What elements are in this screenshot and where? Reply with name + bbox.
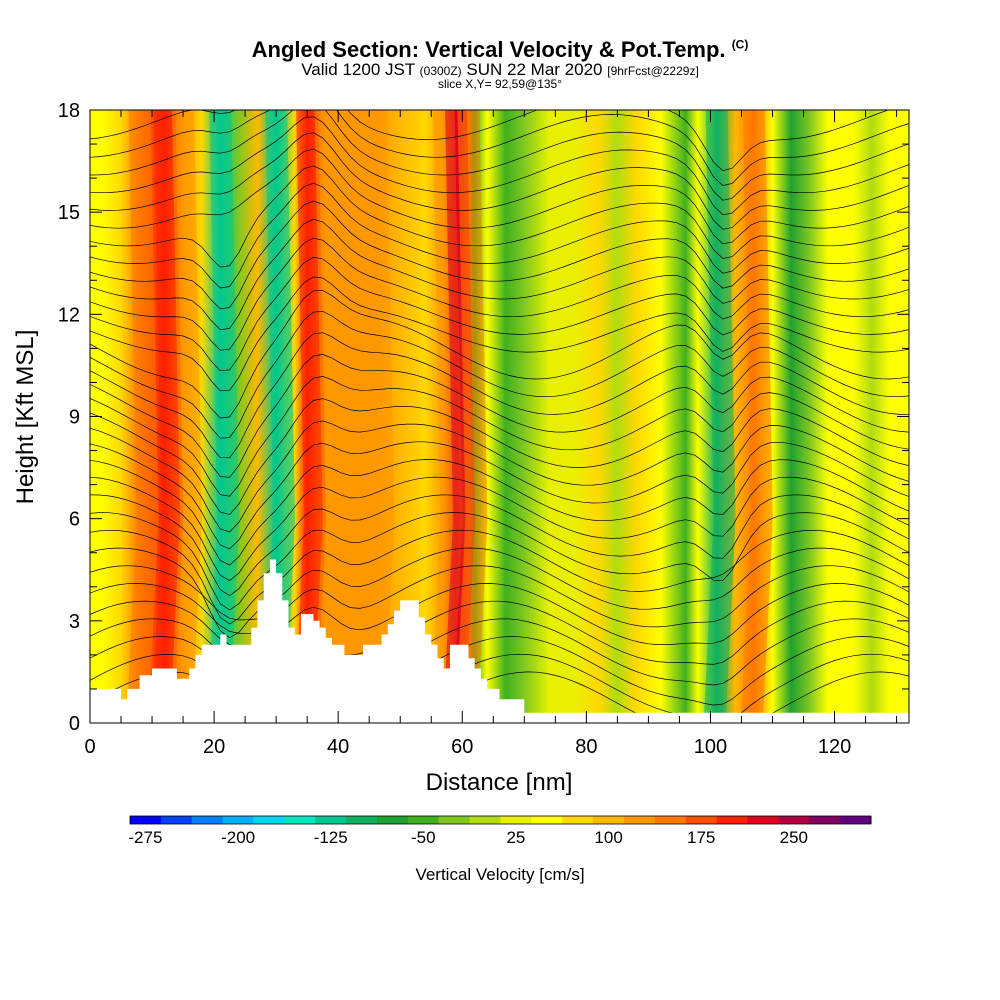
colorbar-swatch (778, 816, 810, 824)
colorbar-swatch (160, 816, 193, 824)
colorbar-swatch (377, 816, 409, 824)
colorbar-swatch (562, 816, 594, 824)
forecast-label: [9hrFcst@2229z] (607, 64, 699, 78)
colorbar: -275 -200 -125 -50 25 100 175 250 (128, 815, 872, 847)
colorbar-swatch (654, 816, 687, 824)
isentrope-line (90, 110, 909, 201)
isentrope-line (90, 165, 909, 268)
y-tick-label: 18 (58, 100, 80, 122)
y-tick-label: 3 (69, 611, 80, 633)
y-tick-label: 12 (58, 304, 80, 326)
x-axis-title: Distance [nm] (426, 769, 573, 796)
isentrope-line (90, 420, 909, 533)
colorbar-swatch (469, 816, 502, 824)
colorbar-label: -50 (411, 828, 436, 847)
colorbar-swatch (130, 816, 162, 824)
isentrope-line (90, 218, 909, 331)
colorbar-label: 25 (506, 828, 525, 847)
colorbar-swatch (253, 816, 285, 824)
colorbar-swatch (593, 816, 625, 824)
x-tick-label: 100 (694, 736, 727, 758)
isentrope-line (90, 494, 909, 597)
y-tick-label: 0 (69, 713, 80, 735)
valid-date: SUN 22 Mar 2020 (466, 60, 603, 79)
isentrope-line (90, 441, 909, 550)
colorbar-swatch (346, 816, 378, 824)
velocity-core-12 (312, 110, 345, 723)
isentrope-line (90, 237, 909, 351)
chart-title-text: Angled Section: Vertical Velocity & Pot.… (251, 37, 726, 62)
isentrope-line (90, 565, 909, 628)
isentrope-line (90, 459, 909, 566)
velocity-core-34 (740, 110, 773, 723)
isentrope-line (90, 256, 909, 372)
isentrope-line (90, 200, 909, 310)
isentrope-line (90, 182, 909, 289)
isentrope-line (90, 290, 909, 419)
isentrope-line (90, 116, 909, 216)
isentrope-line (90, 583, 909, 645)
colorbar-swatch (500, 816, 532, 824)
colorbar-label: -125 (314, 828, 348, 847)
axes: 0 20 40 60 80 100 120 0 3 6 9 12 15 18 (58, 100, 909, 758)
isentrope-line (90, 398, 909, 515)
isentrope-line (90, 148, 909, 245)
isentrope-line (90, 110, 909, 186)
isentrope-line (90, 310, 909, 439)
chart-subtitle: Valid 1200 JST (0300Z) SUN 22 Mar 2020 [… (0, 60, 1000, 80)
velocity-core-14 (362, 110, 395, 723)
velocity-field (90, 110, 909, 723)
isentrope-line (90, 512, 909, 611)
isentrope-line (90, 376, 909, 497)
isentrope-line (90, 354, 909, 478)
colorbar-label: -275 (128, 828, 162, 847)
colorbar-swatch (284, 816, 316, 824)
velocity-core-32 (703, 110, 736, 723)
colorbar-label: 175 (687, 828, 715, 847)
isentrope-line (90, 132, 909, 230)
slice-label: slice X,Y= 92,59@135° (437, 77, 563, 91)
colorbar-swatch (315, 816, 347, 824)
colorbar-swatch (624, 816, 656, 824)
isentrope-contours (90, 110, 909, 723)
velocity-core-13 (337, 110, 370, 723)
title-units: (C) (731, 37, 749, 52)
colorbar-swatch (438, 816, 471, 824)
x-tick-label: 20 (203, 736, 225, 758)
y-axis-title: Height [Kft MSL] (12, 330, 39, 505)
colorbar-swatch (716, 816, 749, 824)
colorbar-label: -200 (221, 828, 255, 847)
isentrope-line (90, 529, 909, 625)
isentrope-line (90, 476, 909, 582)
colorbar-swatch (685, 816, 718, 824)
y-tick-label: 9 (69, 407, 80, 429)
chart-title: Angled Section: Vertical Velocity & Pot.… (0, 37, 1000, 63)
x-tick-label: 40 (327, 736, 349, 758)
x-tick-label: 120 (818, 736, 851, 758)
terrain-mask (90, 559, 909, 723)
isentrope-line (90, 276, 909, 392)
y-tick-label: 15 (58, 202, 80, 224)
colorbar-swatch (407, 816, 440, 824)
colorbar-swatch (222, 816, 255, 824)
colorbar-swatch (809, 816, 841, 824)
x-tick-label: 60 (451, 736, 473, 758)
colorbar-label: 250 (780, 828, 808, 847)
colorbar-title: Vertical Velocity [cm/s] (415, 865, 584, 884)
colorbar-swatch (840, 816, 872, 824)
valid-prefix: Valid 1200 JST (301, 60, 415, 79)
x-tick-label: 0 (84, 736, 95, 758)
isentrope-line (90, 110, 890, 172)
colorbar-swatch (531, 816, 563, 824)
x-tick-label: 80 (575, 736, 597, 758)
valid-utc: (0300Z) (419, 64, 462, 78)
y-tick-label: 6 (69, 509, 80, 531)
colorbar-swatch (747, 816, 779, 824)
colorbar-swatch (191, 816, 224, 824)
colorbar-frame (129, 815, 872, 825)
isentrope-line (90, 332, 909, 459)
colorbar-label: 100 (594, 828, 622, 847)
